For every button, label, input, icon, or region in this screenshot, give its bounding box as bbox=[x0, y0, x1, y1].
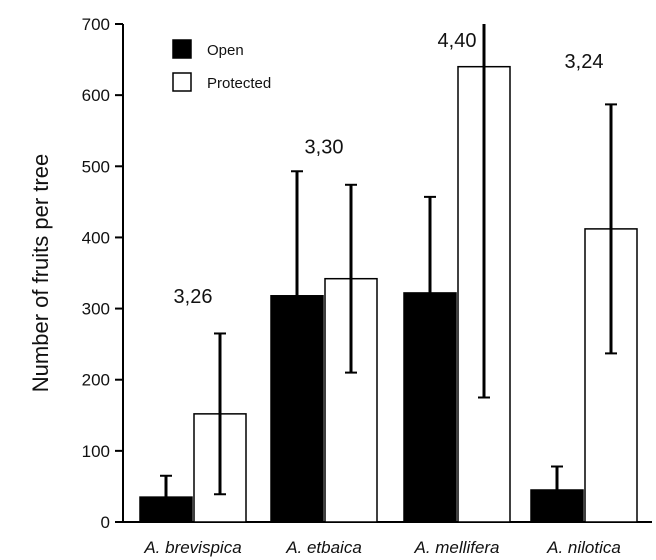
legend-swatch-open bbox=[172, 39, 192, 59]
y-tick-label: 700 bbox=[82, 15, 110, 34]
bars bbox=[139, 65, 638, 523]
y-tick-label: 600 bbox=[82, 86, 110, 105]
y-tick-label: 300 bbox=[82, 300, 110, 319]
y-axis-label: Number of fruits per tree bbox=[28, 154, 53, 392]
y-tick-label: 200 bbox=[82, 371, 110, 390]
legend-label: Protected bbox=[207, 75, 271, 92]
y-tick-label: 0 bbox=[101, 513, 110, 532]
annotation-label: 3,30 bbox=[305, 136, 344, 158]
x-tick-label: A. nilotica bbox=[546, 538, 621, 557]
annotations: 3,26 3,30 4,40 3,24 bbox=[174, 30, 604, 308]
x-tick-label: A. mellifera bbox=[413, 538, 499, 557]
axes: 0 100 200 300 400 500 600 700 A. brevispica A. et… bbox=[82, 15, 652, 557]
y-tick-label: 400 bbox=[82, 228, 110, 247]
y-tick-label: 500 bbox=[82, 157, 110, 176]
y-tick-label: 100 bbox=[82, 442, 110, 461]
legend-swatch-protected bbox=[172, 72, 192, 92]
legend: Open Protected bbox=[172, 39, 271, 92]
legend-label: Open bbox=[207, 42, 244, 59]
annotation-label: 3,26 bbox=[174, 286, 213, 308]
annotation-label: 3,24 bbox=[565, 51, 604, 73]
annotation-label: 4,40 bbox=[438, 30, 477, 52]
error-bars bbox=[160, 24, 617, 520]
x-tick-label: A. brevispica bbox=[143, 538, 241, 557]
x-tick-label: A. etbaica bbox=[285, 538, 362, 557]
